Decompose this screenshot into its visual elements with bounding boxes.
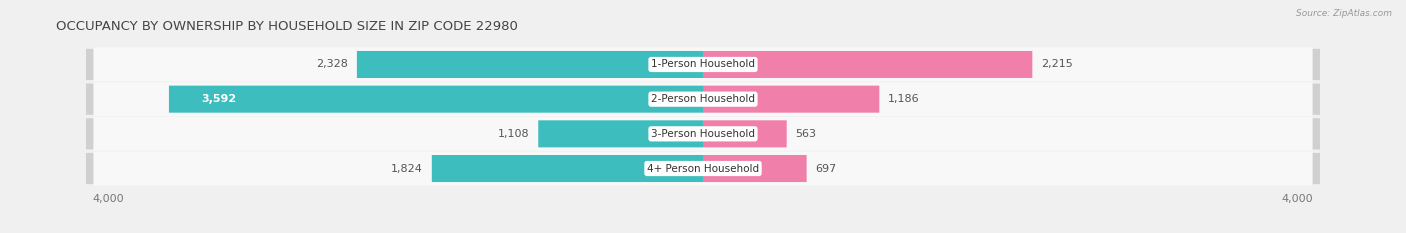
Text: 563: 563 bbox=[796, 129, 817, 139]
Text: OCCUPANCY BY OWNERSHIP BY HOUSEHOLD SIZE IN ZIP CODE 22980: OCCUPANCY BY OWNERSHIP BY HOUSEHOLD SIZE… bbox=[56, 20, 519, 33]
Text: 3-Person Household: 3-Person Household bbox=[651, 129, 755, 139]
FancyBboxPatch shape bbox=[93, 82, 1313, 116]
FancyBboxPatch shape bbox=[538, 120, 703, 147]
Text: 1,824: 1,824 bbox=[391, 164, 423, 174]
FancyBboxPatch shape bbox=[86, 84, 1320, 115]
Text: 697: 697 bbox=[815, 164, 837, 174]
FancyBboxPatch shape bbox=[86, 118, 1320, 149]
FancyBboxPatch shape bbox=[169, 86, 703, 113]
FancyBboxPatch shape bbox=[93, 151, 1313, 185]
FancyBboxPatch shape bbox=[86, 49, 1320, 80]
Text: 4+ Person Household: 4+ Person Household bbox=[647, 164, 759, 174]
Text: 2-Person Household: 2-Person Household bbox=[651, 94, 755, 104]
FancyBboxPatch shape bbox=[357, 51, 703, 78]
Text: 2,215: 2,215 bbox=[1042, 59, 1073, 69]
FancyBboxPatch shape bbox=[703, 86, 879, 113]
FancyBboxPatch shape bbox=[86, 153, 1320, 184]
FancyBboxPatch shape bbox=[93, 48, 1313, 82]
Text: 3,592: 3,592 bbox=[201, 94, 236, 104]
FancyBboxPatch shape bbox=[93, 117, 1313, 151]
FancyBboxPatch shape bbox=[703, 51, 1032, 78]
Text: 1,186: 1,186 bbox=[889, 94, 920, 104]
Text: 1-Person Household: 1-Person Household bbox=[651, 59, 755, 69]
FancyBboxPatch shape bbox=[432, 155, 703, 182]
FancyBboxPatch shape bbox=[703, 120, 787, 147]
Text: Source: ZipAtlas.com: Source: ZipAtlas.com bbox=[1296, 9, 1392, 18]
Text: 2,328: 2,328 bbox=[316, 59, 347, 69]
FancyBboxPatch shape bbox=[703, 155, 807, 182]
Text: 1,108: 1,108 bbox=[498, 129, 529, 139]
